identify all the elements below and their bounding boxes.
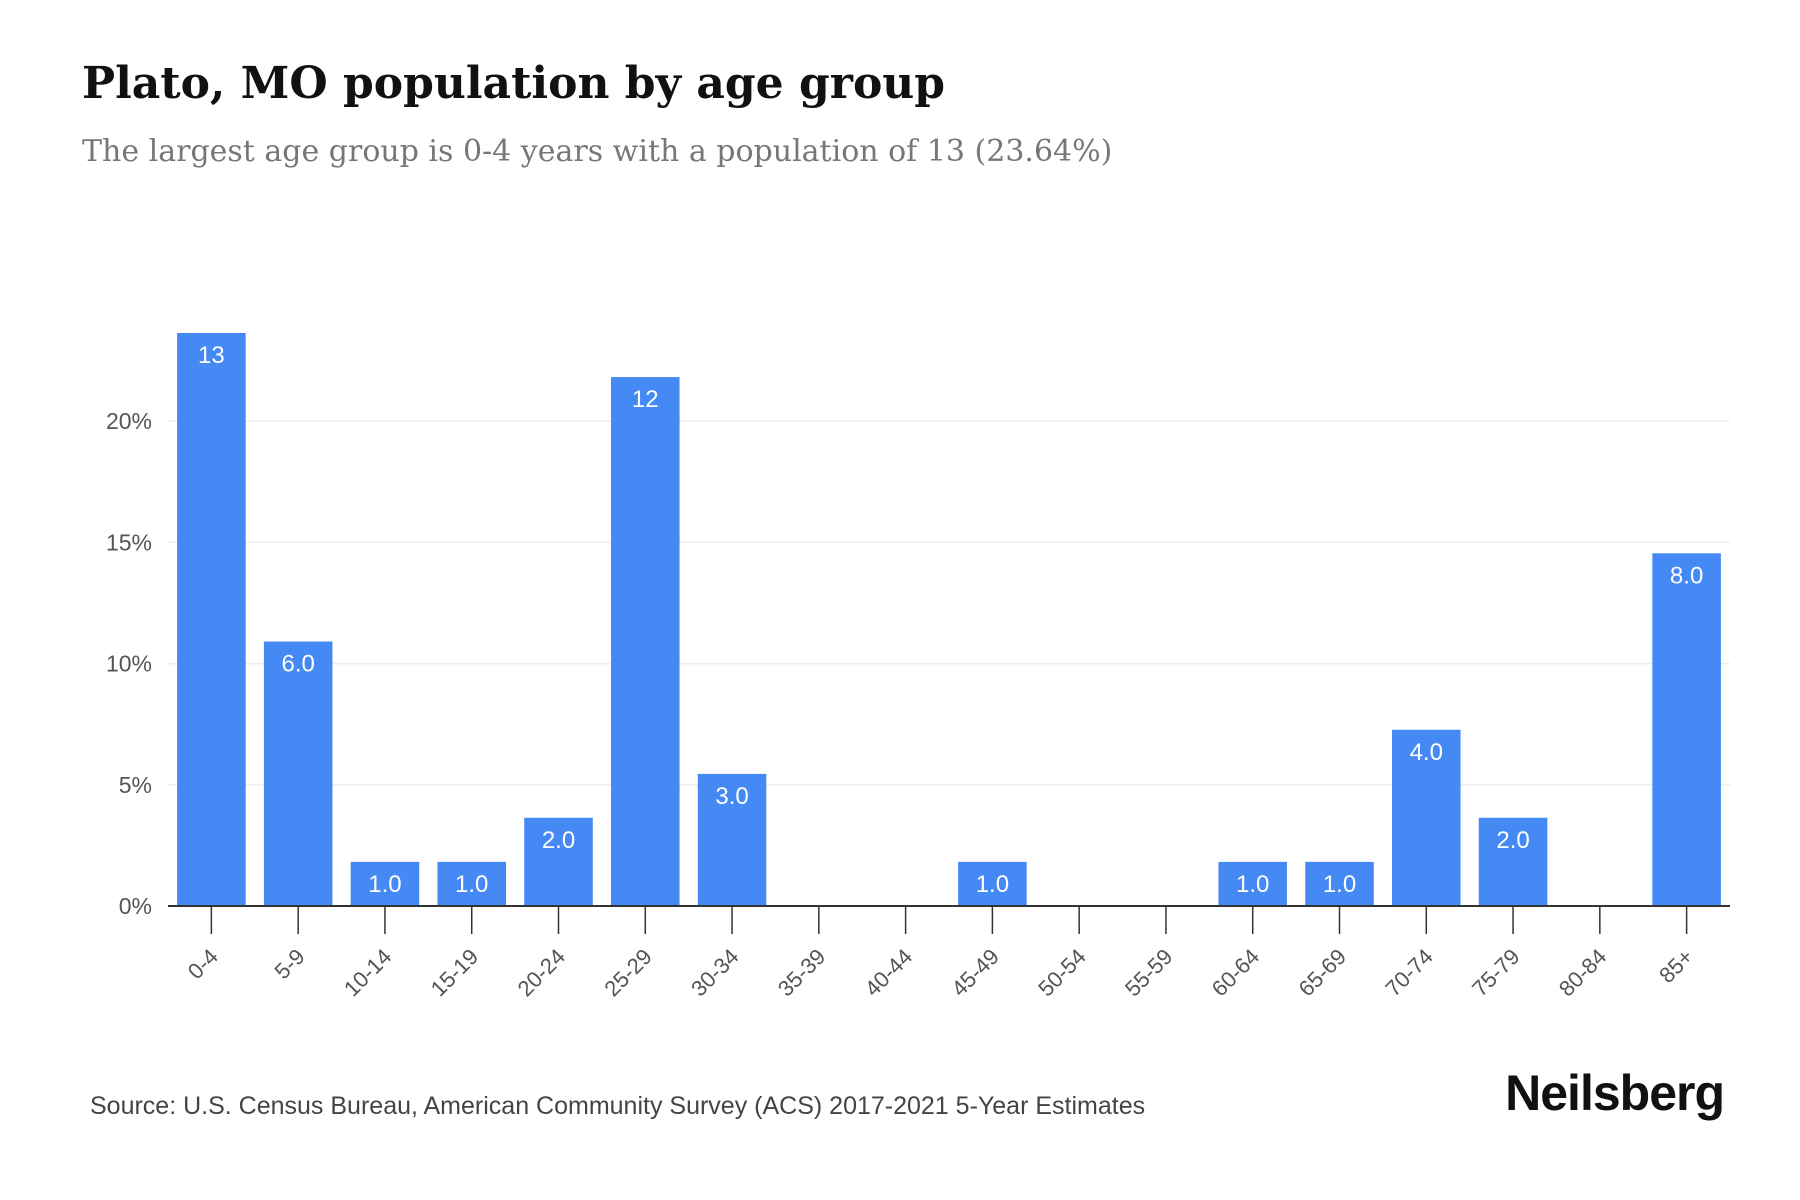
x-tick-label: 45-49 [946, 944, 1003, 1001]
y-tick-label: 5% [119, 772, 152, 798]
bar [611, 377, 680, 906]
bar-value-label: 1.0 [455, 871, 488, 898]
bar-value-label: 1.0 [976, 871, 1009, 898]
bars [177, 332, 1721, 906]
bar-value-label: 1.0 [1323, 871, 1356, 898]
x-tick-label: 75-79 [1467, 944, 1524, 1001]
x-tick-label: 85+ [1654, 944, 1698, 988]
x-tick-label: 15-19 [426, 944, 483, 1001]
x-tick-label: 5-9 [270, 944, 310, 984]
y-tick-label: 15% [106, 529, 152, 555]
x-tick-label: 35-39 [773, 944, 830, 1001]
x-tick-label: 20-24 [513, 944, 570, 1001]
bar [263, 641, 333, 906]
bar-value-label: 2.0 [542, 827, 575, 854]
brand-logo: Neilsberg [1505, 1065, 1725, 1121]
bar [1478, 817, 1548, 906]
labels: 0% 5% 10% 15% 20% 13 0-4 6.0 5-9 1.0 10-14 1.0 15-19… [106, 342, 1703, 1001]
chart-title: Plato, MO population by age group [82, 58, 946, 109]
x-tick-label: 0-4 [183, 944, 223, 984]
x-tick-label: 65-69 [1294, 944, 1351, 1001]
bar [1305, 861, 1374, 906]
bar [1392, 729, 1461, 906]
bar [697, 773, 767, 906]
bar-value-label: 2.0 [1496, 827, 1529, 854]
y-tick-label: 20% [106, 408, 152, 434]
bar [350, 861, 420, 906]
x-tick-label: 30-34 [686, 944, 743, 1001]
bar-chart: 0% 5% 10% 15% 20% 13 0-4 6.0 5-9 1.0 10-14 1.0 15-19… [106, 332, 1730, 1001]
bar-value-label: 12 [632, 386, 659, 413]
gridlines [168, 420, 1730, 786]
x-tick-label: 50-54 [1033, 944, 1090, 1001]
bar-value-label: 1.0 [368, 871, 401, 898]
x-tick-label: 10-14 [339, 944, 396, 1001]
y-tick-label: 0% [119, 893, 152, 919]
bar [437, 861, 506, 906]
x-tick-label: 60-64 [1207, 944, 1264, 1001]
bar-value-label: 3.0 [715, 783, 748, 810]
x-tick-label: 40-44 [860, 944, 917, 1001]
bar-value-label: 1.0 [1236, 871, 1269, 898]
x-tick-label: 80-84 [1554, 944, 1611, 1001]
bar-value-label: 6.0 [281, 651, 314, 678]
bar [524, 817, 593, 906]
x-axis [168, 905, 1730, 934]
bar [1652, 553, 1721, 906]
bar-value-label: 4.0 [1410, 739, 1443, 766]
bar-value-label: 8.0 [1670, 562, 1703, 589]
bar [1218, 861, 1287, 906]
y-tick-label: 10% [106, 651, 152, 677]
bar [177, 332, 246, 906]
x-tick-label: 55-59 [1120, 944, 1177, 1001]
x-tick-label: 70-74 [1380, 944, 1437, 1001]
bar [958, 861, 1027, 906]
bar-value-label: 13 [198, 342, 225, 369]
source-note: Source: U.S. Census Bureau, American Com… [90, 1092, 1146, 1120]
chart-subtitle: The largest age group is 0-4 years with … [82, 134, 1113, 169]
x-tick-label: 25-29 [599, 944, 656, 1001]
